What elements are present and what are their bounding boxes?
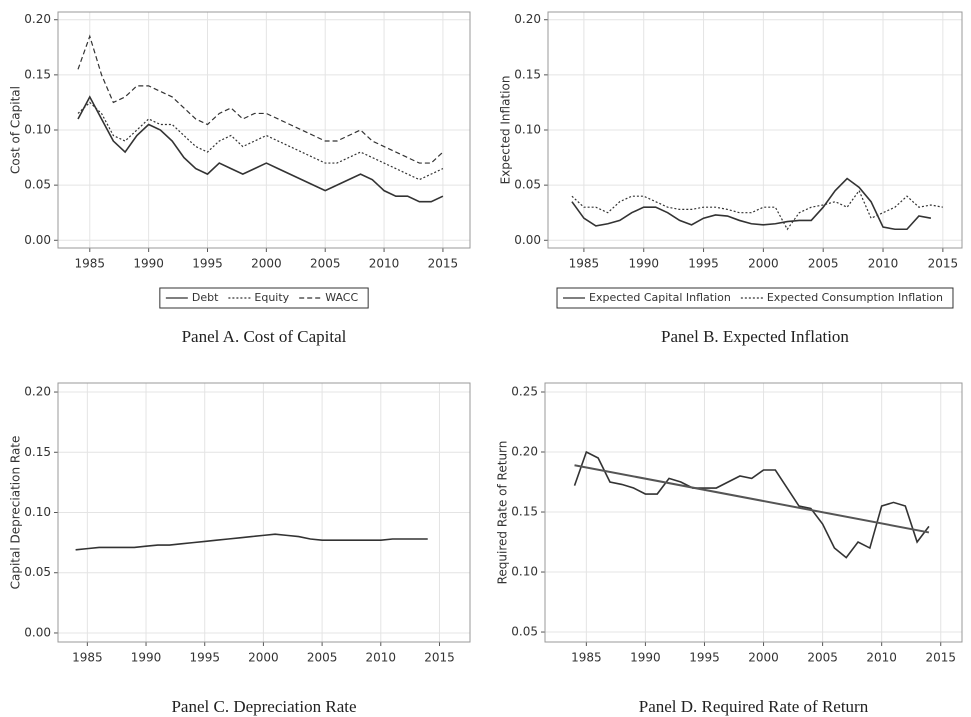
y-tick-label: 0.05 xyxy=(24,178,51,192)
x-tick-label: 2005 xyxy=(807,651,838,665)
y-axis-label: Capital Depreciation Rate xyxy=(9,436,23,590)
x-tick-label: 2010 xyxy=(366,651,397,665)
panel-caption: Panel C. Depreciation Rate xyxy=(171,697,356,716)
x-tick-label: 2015 xyxy=(428,257,459,271)
y-axis-label: Cost of Capital xyxy=(9,86,23,174)
legend-box xyxy=(556,287,954,309)
legend-label: Debt xyxy=(192,291,219,304)
legend-box xyxy=(159,287,369,309)
x-tick-label: 2000 xyxy=(748,651,779,665)
y-tick-label: 0.15 xyxy=(24,445,51,459)
legend: Expected Capital Inflation Expected Consu… xyxy=(556,287,954,309)
series-line xyxy=(573,450,930,559)
series-line xyxy=(571,189,943,231)
x-tick-label: 1990 xyxy=(133,257,164,271)
x-tick-label: 1985 xyxy=(72,651,103,665)
plot-border xyxy=(57,382,471,643)
y-tick-label: 0.10 xyxy=(511,565,538,579)
x-tick-label: 2010 xyxy=(868,257,899,271)
y-tick-label: 0.15 xyxy=(24,67,51,81)
y-axis-label: Expected Inflation xyxy=(499,76,513,185)
x-tick-label: 2015 xyxy=(925,651,956,665)
plot-border xyxy=(544,382,963,643)
x-tick-label: 1985 xyxy=(571,651,602,665)
x-tick-label: 2000 xyxy=(251,257,282,271)
x-tick-label: 1985 xyxy=(75,257,106,271)
y-tick-label: 0.00 xyxy=(24,233,51,247)
trend-line xyxy=(574,464,930,534)
legend-label: Equity xyxy=(254,291,289,304)
series-line xyxy=(77,95,444,203)
x-tick-label: 2000 xyxy=(248,651,279,665)
series-line xyxy=(77,34,444,164)
y-tick-label: 0.15 xyxy=(514,67,541,81)
x-tick-label: 1995 xyxy=(688,257,719,271)
y-tick-label: 0.20 xyxy=(24,385,51,399)
panel-caption: Panel D. Required Rate of Return xyxy=(639,697,869,716)
legend-label: Expected Capital Inflation xyxy=(589,291,731,304)
y-axis-label: Required Rate of Return xyxy=(496,441,510,585)
y-tick-label: 0.10 xyxy=(514,123,541,137)
x-tick-label: 2005 xyxy=(307,651,338,665)
legend-label: WACC xyxy=(325,291,358,304)
x-tick-label: 1990 xyxy=(131,651,162,665)
y-tick-label: 0.05 xyxy=(24,565,51,579)
x-tick-label: 2010 xyxy=(866,651,897,665)
y-tick-label: 0.00 xyxy=(514,233,541,247)
x-tick-label: 1990 xyxy=(628,257,659,271)
series-line xyxy=(77,101,444,181)
y-tick-label: 0.20 xyxy=(514,12,541,26)
x-tick-label: 2005 xyxy=(808,257,839,271)
x-tick-label: 2000 xyxy=(748,257,779,271)
panel-caption: Panel B. Expected Inflation xyxy=(661,327,849,346)
x-tick-label: 1990 xyxy=(630,651,661,665)
series-line xyxy=(571,177,932,231)
y-tick-label: 0.20 xyxy=(24,12,51,26)
x-tick-label: 1995 xyxy=(689,651,720,665)
x-tick-label: 2015 xyxy=(928,257,959,271)
panel-caption: Panel A. Cost of Capital xyxy=(182,327,347,346)
y-tick-label: 0.05 xyxy=(514,178,541,192)
x-tick-label: 2010 xyxy=(369,257,400,271)
legend: Debt Equity WACC xyxy=(159,287,369,309)
plot-border xyxy=(57,11,471,249)
x-tick-label: 1985 xyxy=(569,257,600,271)
x-tick-label: 1995 xyxy=(192,257,223,271)
legend-label: Expected Consumption Inflation xyxy=(767,291,943,304)
series-line xyxy=(75,533,428,551)
plot-border xyxy=(547,11,963,249)
y-tick-label: 0.10 xyxy=(24,123,51,137)
y-tick-label: 0.10 xyxy=(24,505,51,519)
y-tick-label: 0.20 xyxy=(511,445,538,459)
y-tick-label: 0.05 xyxy=(511,625,538,639)
x-tick-label: 2015 xyxy=(424,651,455,665)
x-tick-label: 1995 xyxy=(189,651,220,665)
x-tick-label: 2005 xyxy=(310,257,341,271)
y-tick-label: 0.15 xyxy=(511,505,538,519)
y-tick-label: 0.25 xyxy=(511,385,538,399)
y-tick-label: 0.00 xyxy=(24,625,51,639)
